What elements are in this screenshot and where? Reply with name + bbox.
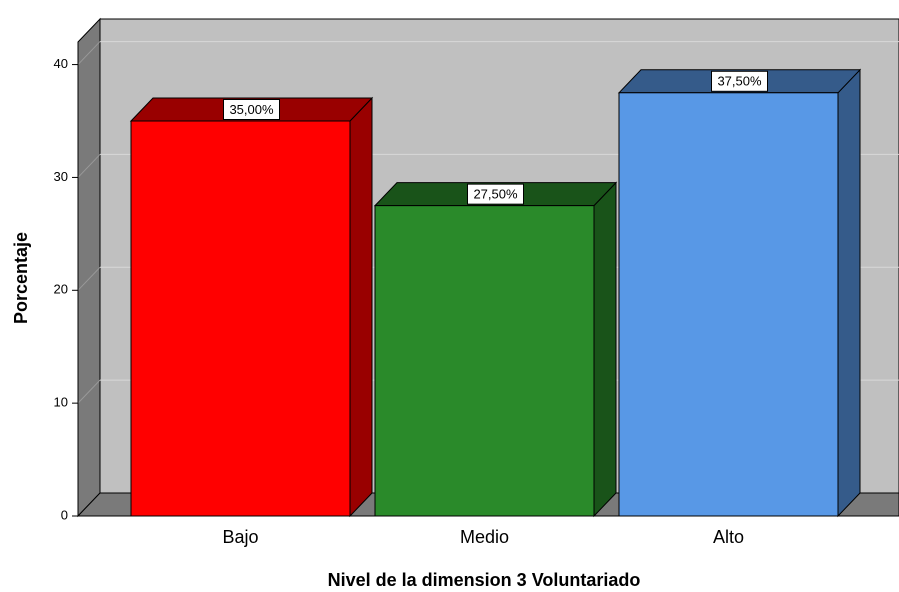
grid-line (77, 379, 101, 404)
value-label: 27,50% (473, 187, 518, 202)
grid-line (77, 154, 101, 178)
bar-side (593, 181, 617, 518)
value-label-box (223, 99, 280, 120)
value-label: 37,50% (717, 74, 762, 89)
y-axis-label: Porcentaje (11, 232, 31, 324)
value-label: 35,00% (229, 102, 274, 117)
value-label-box (467, 183, 524, 205)
x-tick-label: Medio (460, 527, 509, 547)
y-tick-label: 40 (54, 56, 68, 71)
bar (618, 92, 839, 517)
x-axis-label: Nivel de la dimension 3 Voluntariado (328, 570, 641, 590)
bar (130, 120, 351, 517)
value-label-box (711, 70, 768, 92)
side-wall (77, 17, 101, 518)
bar-side (349, 96, 373, 518)
grid-line (77, 266, 101, 291)
x-tick-label: Bajo (222, 527, 258, 547)
y-tick-label: 10 (54, 395, 68, 410)
x-tick-label: Alto (713, 527, 744, 547)
bar-side (837, 68, 861, 518)
y-tick-label: 0 (61, 507, 68, 522)
y-tick-label: 20 (54, 282, 68, 297)
y-tick-label: 30 (54, 169, 68, 184)
grid-line (77, 41, 101, 65)
bar (374, 205, 595, 517)
